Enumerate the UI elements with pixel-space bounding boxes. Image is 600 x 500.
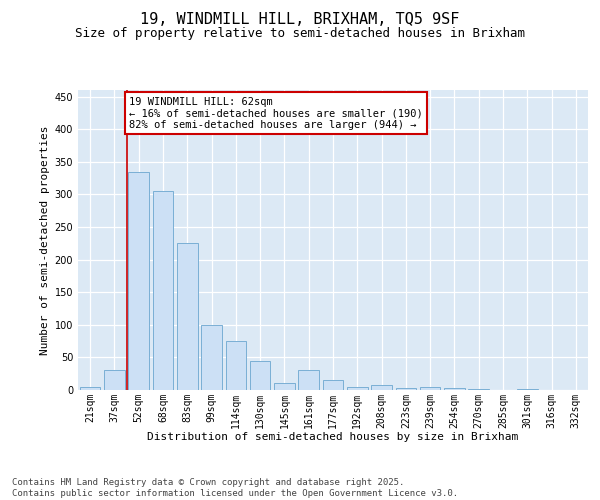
Text: Size of property relative to semi-detached houses in Brixham: Size of property relative to semi-detach… (75, 28, 525, 40)
Bar (371, 385, 392, 390)
Bar (128, 172, 149, 390)
Bar (420, 386, 440, 390)
Bar (152, 191, 173, 390)
Text: 19, WINDMILL HILL, BRIXHAM, TQ5 9SF: 19, WINDMILL HILL, BRIXHAM, TQ5 9SF (140, 12, 460, 28)
Y-axis label: Number of semi-detached properties: Number of semi-detached properties (40, 125, 50, 355)
Bar (104, 370, 125, 390)
Bar (177, 244, 197, 390)
Bar (298, 370, 319, 390)
Bar (395, 388, 416, 390)
Bar (274, 384, 295, 390)
Bar (80, 386, 100, 390)
Bar (226, 341, 246, 390)
Bar (444, 388, 465, 390)
Text: 19 WINDMILL HILL: 62sqm
← 16% of semi-detached houses are smaller (190)
82% of s: 19 WINDMILL HILL: 62sqm ← 16% of semi-de… (129, 96, 423, 130)
Bar (250, 360, 271, 390)
Bar (201, 325, 222, 390)
Bar (323, 380, 343, 390)
Bar (347, 386, 368, 390)
X-axis label: Distribution of semi-detached houses by size in Brixham: Distribution of semi-detached houses by … (148, 432, 518, 442)
Text: Contains HM Land Registry data © Crown copyright and database right 2025.
Contai: Contains HM Land Registry data © Crown c… (12, 478, 458, 498)
